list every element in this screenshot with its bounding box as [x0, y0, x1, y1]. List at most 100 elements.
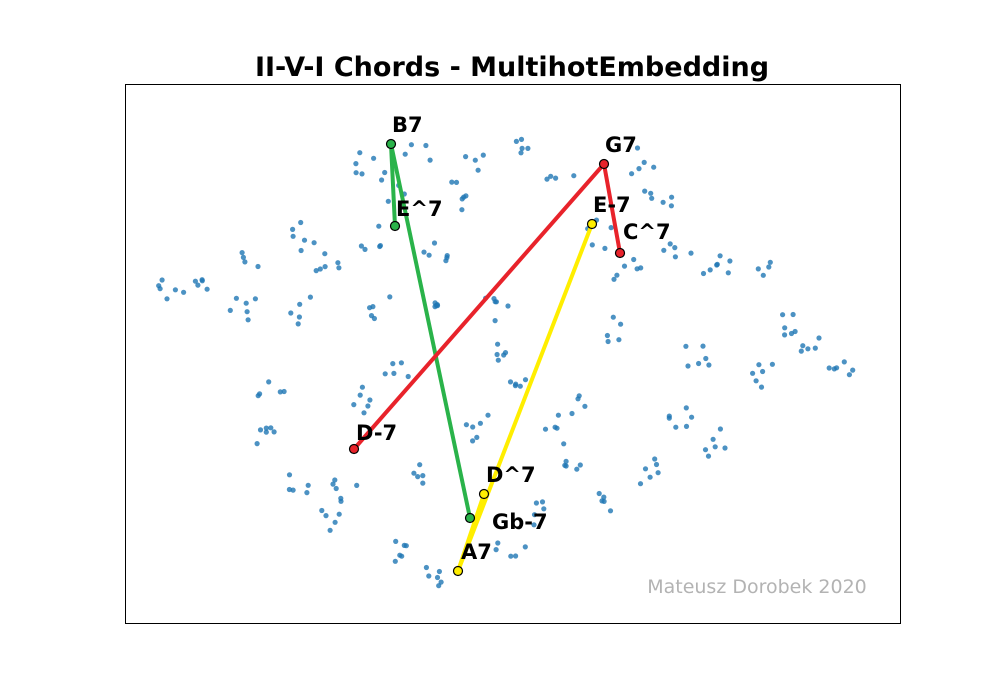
scatter-point	[689, 414, 695, 420]
scatter-point	[485, 412, 491, 418]
scatter-point	[798, 348, 804, 354]
scatter-point	[313, 268, 319, 274]
scatter-point	[199, 277, 205, 283]
scatter-point	[756, 362, 762, 368]
scatter-point	[421, 249, 427, 255]
scatter-point	[359, 171, 365, 177]
scatter-point	[541, 506, 547, 512]
scatter-point	[172, 287, 178, 293]
scatter-point	[453, 179, 460, 185]
scatter-point	[401, 542, 407, 549]
chord-label: D-7	[356, 421, 397, 445]
plot-area	[125, 84, 901, 624]
scatter-point	[242, 259, 248, 265]
scatter-point	[666, 415, 672, 421]
scatter-point	[522, 377, 529, 383]
scatter-point	[405, 373, 411, 380]
scatter-point	[782, 325, 788, 331]
scatter-point	[415, 474, 421, 480]
scatter-point	[714, 261, 720, 267]
scatter-point	[649, 195, 655, 201]
progression-line-yellow-0	[456, 222, 594, 573]
chord-labels: E^7 B7 Gb-7 D-7 G7 C^7 E-7 A7 D^7	[356, 113, 671, 564]
scatter-point	[353, 170, 359, 176]
scatter-point	[492, 318, 498, 324]
scatter-point	[727, 258, 733, 264]
scatter-point	[688, 250, 694, 256]
scatter-point	[706, 362, 712, 368]
scatter-point	[459, 207, 465, 213]
scatter-point	[470, 424, 476, 430]
scatter-point	[834, 365, 840, 371]
scatter-point	[338, 495, 344, 501]
scatter-point	[631, 256, 637, 263]
scatter-point	[602, 245, 608, 251]
scatter-point	[569, 410, 575, 417]
scatter-point	[390, 361, 396, 367]
scatter-point	[385, 198, 391, 204]
chord-label: C^7	[623, 220, 671, 244]
watermark: Mateusz Dorobek 2020	[647, 576, 867, 598]
scatter-point	[495, 341, 501, 347]
scatter-point	[519, 145, 525, 151]
scatter-point	[431, 240, 438, 246]
scatter-point	[438, 579, 444, 585]
scatter-point	[240, 254, 246, 260]
scatter-point	[577, 462, 583, 468]
scatter-point	[648, 190, 654, 196]
scatter-point	[518, 150, 524, 156]
scatter-point	[634, 145, 641, 151]
scatter-point	[382, 169, 388, 176]
scatter-point	[393, 538, 399, 545]
chord-marker	[389, 220, 401, 232]
progression-line-green-0	[389, 142, 397, 228]
scatter-point	[707, 267, 713, 273]
scatter-point	[477, 420, 483, 426]
scatter-point	[301, 237, 308, 243]
scatter-point	[336, 511, 342, 517]
chart-title: II-V-I Chords - MultihotEmbedding	[255, 52, 769, 83]
scatter-point	[826, 365, 832, 371]
scatter-point	[634, 266, 640, 272]
chord-marker	[348, 443, 360, 455]
scatter-point	[322, 264, 328, 270]
scatter-point	[655, 470, 661, 476]
scatter-point	[359, 384, 365, 390]
scatter-point	[277, 389, 283, 395]
scatter-point	[800, 343, 806, 349]
scatter-point	[700, 343, 706, 349]
scatter-point	[239, 250, 245, 256]
scatter-point	[717, 426, 724, 432]
scatter-point	[608, 225, 614, 231]
chord-marker	[614, 247, 626, 259]
scatter-point	[494, 351, 500, 358]
scatter-point	[244, 309, 250, 315]
scatter-point	[307, 294, 313, 300]
scatter-point	[542, 426, 549, 432]
scatter-point	[379, 177, 385, 183]
scatter-point	[653, 461, 660, 468]
scatter-point	[702, 447, 709, 453]
progression-line-red-0	[352, 162, 606, 451]
scatter-point	[755, 266, 761, 272]
scatter-point	[290, 487, 296, 493]
scatter-point	[651, 164, 657, 170]
scatter-point	[660, 199, 666, 205]
scatter-point	[683, 405, 689, 411]
scatter-point	[507, 379, 514, 385]
scatter-point	[513, 138, 520, 144]
scatter-point	[427, 157, 433, 163]
scatter-point	[700, 270, 707, 277]
scatter-point	[295, 321, 301, 327]
progression-line-red-1	[602, 162, 622, 255]
scatter-point	[522, 544, 528, 550]
scatter-point	[461, 194, 467, 200]
scatter-point	[402, 151, 408, 157]
scatter-point	[766, 264, 772, 270]
scatter-point	[493, 547, 499, 553]
scatter-point	[288, 310, 294, 316]
chord-marker	[385, 138, 397, 150]
scatter-point	[683, 343, 689, 349]
scatter-point	[266, 379, 272, 385]
scatter-point	[322, 251, 328, 257]
